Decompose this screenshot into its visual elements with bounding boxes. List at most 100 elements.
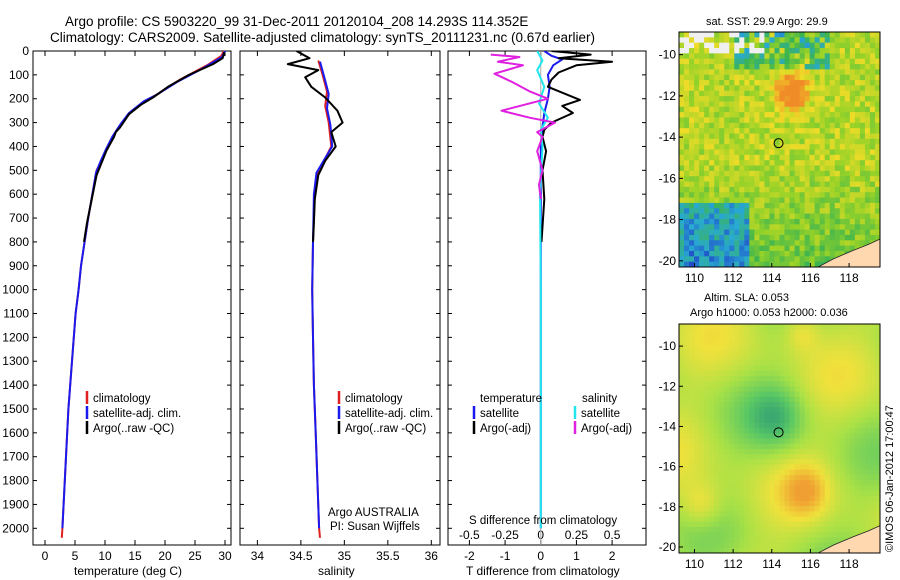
map-cell bbox=[774, 464, 781, 471]
map-cell bbox=[779, 192, 786, 199]
map-cell bbox=[869, 218, 876, 225]
map-cell bbox=[754, 542, 761, 549]
map-cell bbox=[799, 521, 806, 528]
map-cell bbox=[874, 490, 880, 497]
map-cell bbox=[819, 339, 826, 346]
map-cell bbox=[779, 396, 786, 403]
map-cell bbox=[789, 149, 796, 156]
map-cell bbox=[759, 537, 766, 544]
map-cell bbox=[869, 324, 876, 330]
map-cell bbox=[699, 58, 705, 65]
map-cell bbox=[749, 229, 755, 236]
map-cell bbox=[799, 433, 806, 440]
map-cell bbox=[774, 250, 781, 257]
map-cell bbox=[779, 417, 786, 424]
map-cell bbox=[834, 339, 841, 346]
map-cell bbox=[864, 500, 871, 507]
map-cell bbox=[714, 64, 720, 70]
map-cell bbox=[784, 229, 791, 236]
map-cell bbox=[684, 101, 690, 108]
map-cell bbox=[769, 511, 776, 518]
map-cell bbox=[704, 454, 710, 460]
map-cell bbox=[734, 32, 740, 38]
map-cell bbox=[814, 160, 821, 167]
map-cell bbox=[684, 74, 690, 81]
map-cell bbox=[844, 234, 851, 241]
map-cell bbox=[759, 547, 766, 553]
map-cell bbox=[759, 324, 766, 330]
map-cell bbox=[709, 96, 715, 103]
x-tick-label: 5 bbox=[72, 549, 79, 563]
map-cell bbox=[869, 234, 876, 241]
map-cell bbox=[699, 176, 705, 183]
map-cell bbox=[789, 324, 796, 330]
map-cell bbox=[829, 90, 836, 97]
map-cell bbox=[779, 521, 786, 528]
map-cell bbox=[684, 256, 690, 263]
map-cell bbox=[839, 240, 846, 247]
map-cell bbox=[779, 355, 786, 362]
map-cell bbox=[764, 48, 771, 54]
map-cell bbox=[724, 245, 730, 252]
map-cell bbox=[754, 245, 761, 252]
map-cell bbox=[749, 370, 755, 377]
map-cell bbox=[794, 407, 801, 414]
map-cell bbox=[829, 350, 836, 356]
map-cell bbox=[704, 149, 710, 156]
map-cell bbox=[699, 160, 705, 167]
map-cell bbox=[689, 160, 695, 167]
map-cell bbox=[829, 250, 836, 257]
map-cell bbox=[689, 459, 695, 466]
map-cell bbox=[684, 454, 690, 460]
map-cell bbox=[719, 85, 725, 92]
map-cell bbox=[694, 192, 700, 199]
map-cell bbox=[729, 250, 735, 257]
map-cell bbox=[869, 360, 876, 367]
map-cell bbox=[754, 234, 761, 241]
map-cell bbox=[679, 229, 685, 236]
map-cell bbox=[709, 138, 715, 145]
map-cell bbox=[839, 438, 846, 445]
map-cell bbox=[724, 32, 730, 38]
map-cell bbox=[709, 443, 715, 450]
map-cell bbox=[714, 256, 720, 263]
map-cell bbox=[729, 350, 735, 356]
map-cell bbox=[804, 149, 811, 156]
map-cell bbox=[804, 334, 811, 341]
map-cell bbox=[694, 350, 700, 356]
map-cell bbox=[679, 96, 685, 103]
map-cell bbox=[719, 80, 725, 87]
map-cell bbox=[689, 532, 695, 538]
map-cell bbox=[864, 495, 871, 502]
map-cell bbox=[764, 511, 771, 518]
map-cell bbox=[759, 459, 766, 466]
map-cell bbox=[824, 208, 831, 215]
map-cell bbox=[684, 511, 690, 518]
map-cell bbox=[809, 516, 816, 523]
map-cell bbox=[779, 407, 786, 414]
map-cell bbox=[864, 350, 871, 356]
map-cell bbox=[689, 138, 695, 145]
map-cell bbox=[839, 350, 846, 356]
map-cell bbox=[744, 64, 750, 70]
map-cell bbox=[869, 334, 876, 341]
map-cell bbox=[844, 511, 851, 518]
map-cell bbox=[809, 438, 816, 445]
map-cell bbox=[789, 154, 796, 161]
map-cell bbox=[689, 443, 695, 450]
map-cell bbox=[854, 122, 861, 129]
map-cell bbox=[729, 202, 735, 209]
map-cell bbox=[694, 454, 700, 460]
map-cell bbox=[719, 112, 725, 119]
series-line-argo-raw-qc- bbox=[83, 51, 226, 243]
map-cell bbox=[684, 532, 690, 538]
map-cell bbox=[694, 495, 700, 502]
map-cell bbox=[799, 547, 806, 553]
map-cell bbox=[824, 69, 831, 76]
map-cell bbox=[724, 386, 730, 393]
map-cell bbox=[839, 396, 846, 403]
map-cell bbox=[704, 344, 710, 351]
map-cell bbox=[709, 329, 715, 335]
map-cell bbox=[749, 542, 755, 549]
map-cell bbox=[714, 386, 720, 393]
